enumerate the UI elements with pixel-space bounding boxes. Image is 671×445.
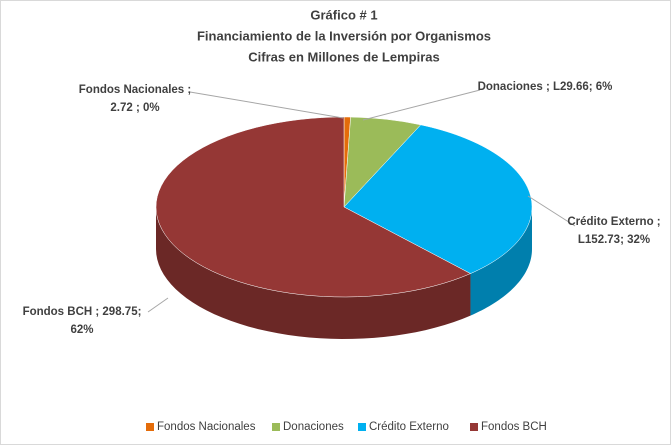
legend-label: Crédito Externo	[369, 421, 449, 433]
data-label: Crédito Externo ;	[567, 216, 660, 228]
leader-line	[189, 91, 344, 119]
data-label: L152.73; 32%	[578, 234, 650, 246]
legend-label: Fondos Nacionales	[157, 421, 256, 433]
legend-swatch	[272, 423, 280, 431]
legend-label: Donaciones	[283, 421, 344, 433]
leader-line	[527, 195, 576, 227]
chart-subtitle: Cifras en Millones de Lempiras	[248, 49, 439, 64]
chart-title: Gráfico # 1	[310, 7, 377, 22]
pie-side	[156, 207, 471, 339]
data-label: Fondos BCH ; 298.75;	[23, 306, 142, 318]
chart-title: Financiamiento de la Inversión por Organ…	[197, 28, 491, 43]
pie-slice	[343, 124, 533, 274]
data-label: 2.72 ; 0%	[110, 102, 159, 114]
legend-swatch	[470, 423, 478, 431]
data-label: Donaciones ; L29.66; 6%	[478, 81, 613, 93]
leader-line	[147, 297, 169, 313]
legend-swatch	[146, 423, 154, 431]
legend-label: Fondos BCH	[481, 421, 547, 433]
pie-side	[470, 207, 532, 316]
data-label: Fondos Nacionales ;	[79, 84, 191, 96]
data-label: 62%	[70, 324, 93, 336]
legend-swatch	[358, 423, 366, 431]
leader-line	[362, 89, 481, 121]
pie-slice	[155, 116, 472, 298]
